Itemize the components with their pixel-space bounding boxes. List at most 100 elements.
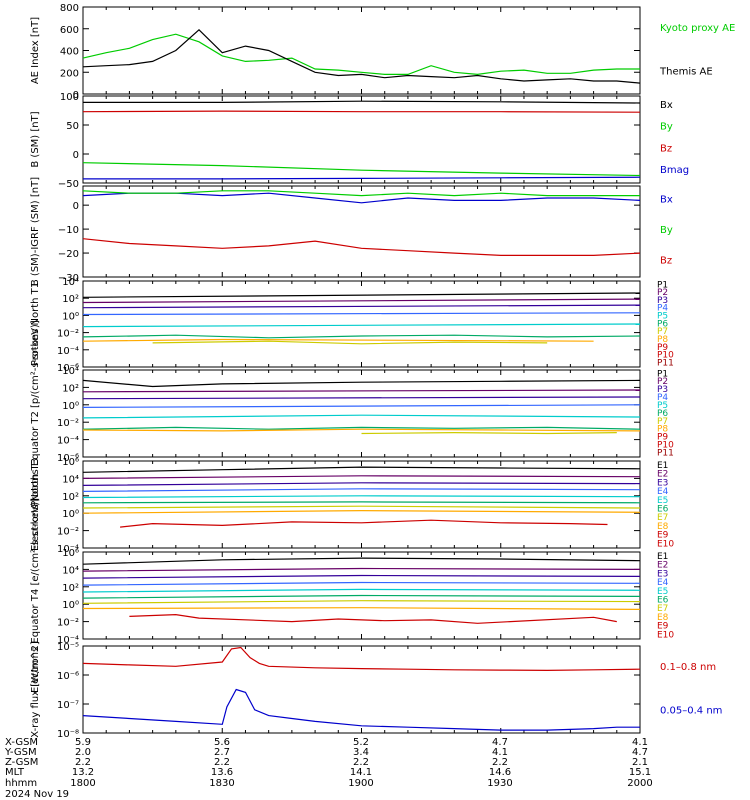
y-tick-label: 10⁰ [62,311,79,322]
series-line-p1 [82,292,641,298]
legend-entry: E10 [657,539,674,549]
y-tick-label: 10⁻⁴ [57,436,79,447]
ephemeris-value: 3.4 [353,747,369,758]
date-label: 2024 Nov 19 [5,789,69,800]
series-line-by [82,190,640,197]
legend-entry: E4 [657,578,669,588]
series-line-p6 [82,426,641,430]
legend-entry: By [660,225,673,236]
series-line-e8 [82,607,641,611]
legend-entry: P9 [657,433,668,443]
ephemeris-label: Z-GSM [5,757,38,768]
y-tick-label: 10⁰ [62,509,79,520]
legend-entry: E1 [657,461,668,471]
series-line-e1 [82,557,641,565]
ephemeris-label: MLT [5,767,25,778]
y-tick-label: 10² [62,294,79,305]
series-line-e3 [82,482,641,486]
legend-entry: By [660,122,673,133]
ephemeris-value: 13.6 [211,767,233,778]
series-line-0-1-0-8-nm [82,646,641,672]
y-tick-label: 400 [60,47,79,58]
legend-entry: 0.05–0.4 nm [660,705,722,716]
ephemeris-value: 15.1 [629,767,651,778]
ephemeris-label: hhmm [5,778,37,789]
legend-entry: E2 [657,470,668,480]
ephemeris-value: 1930 [487,778,512,789]
legend-entry: P10 [657,441,674,451]
ephemeris-value: 5.6 [214,737,230,748]
series-line-e2 [82,475,641,479]
legend-entry: E9 [657,622,669,632]
series-line-kyoto-proxy-ae [82,33,640,76]
y-tick-label: 10⁰ [62,401,79,412]
y-tick-label: 10⁻² [57,418,79,429]
series-line-p5 [82,323,641,328]
y-tick-label: 10⁻² [57,329,79,340]
ephemeris-value: 5.9 [75,737,91,748]
ephemeris-value: 4.1 [632,737,648,748]
legend-entry: P8 [657,425,668,435]
ephemeris-value: 4.7 [492,737,508,748]
legend-entry: E5 [657,496,668,506]
ephemeris-value: 4.1 [492,747,508,758]
y-tick-label: 10⁻⁴ [57,346,79,357]
series-line-p2 [82,389,641,393]
y-axis-label: Protons North T1 [30,282,41,366]
legend-entry: P4 [657,393,668,403]
ephemeris-label: X-GSM [5,737,38,748]
series-line-e1 [82,466,641,473]
legend-entry: E5 [657,587,668,597]
series-line-p7 [152,340,548,345]
legend-entry: P11 [657,448,674,458]
y-tick-label: 10² [62,583,79,594]
legend-entry: E4 [657,487,669,497]
series-line-e5 [82,588,641,593]
legend-entry: P5 [657,401,668,411]
legend-entry: E6 [657,504,669,514]
y-tick-label: 0 [73,90,79,101]
ephemeris-label: Y-GSM [4,747,37,758]
y-tick-label: −20 [58,249,79,260]
panel-8: 10⁻⁸ 10⁻⁷ 10⁻⁶ 10⁻⁵ X-ray flux [W/m^2] 0.1–0.… [30,641,722,740]
y-tick-label: 10⁻⁸ [57,729,79,740]
series-line-p4 [82,404,641,408]
series-line-p3 [82,396,641,400]
panel-frame [82,185,641,278]
y-tick-label: 10⁻⁶ [57,363,79,374]
y-axis-label: B (SM) [nT] [30,111,41,167]
panel-6: 10⁻⁴ 10⁻² 10⁰ 10² 10⁴ 10⁶ Electrons North T3 E1… [30,457,674,555]
legend-entry: P11 [657,358,674,368]
y-tick-label: 800 [60,3,79,14]
y-tick-label: 10⁴ [62,366,79,377]
ephemeris-value: 13.2 [72,767,94,778]
series-line-e4 [82,581,641,586]
legend-entry: P5 [657,312,668,322]
ephemeris-value: 2.2 [492,757,508,768]
y-tick-label: 10⁶ [62,548,79,559]
legend-entry: E3 [657,569,668,579]
y-axis-label: Electrons North T3 [30,458,41,551]
y-axis-label: B (SM)-IGRF (SM) [nT] [30,177,41,286]
series-line-p1 [82,379,641,388]
panel-3: −30 −20 −10 0 B (SM)-IGRF (SM) [nT] Bx By Bz [30,177,673,286]
series-line-e7 [82,505,641,509]
series-line-e2 [82,567,641,572]
legend-entry: P6 [657,409,668,419]
y-axis-label: AE Index [nT] [30,17,41,84]
y-tick-label: 10⁻² [57,527,79,538]
series-line-p6 [82,334,641,339]
ephemeris-value: 2.7 [214,747,230,758]
series-line-e7 [82,600,641,604]
series-line-e5 [82,495,641,499]
legend-entry: E8 [657,613,669,623]
y-tick-label: 10⁻⁵ [57,642,79,653]
y-tick-label: 0 [73,201,79,212]
series-line-e4 [82,488,641,492]
y-axis-label: Electrons Equator T4 [e/(cm²-s-sr-keV)] [30,498,41,693]
series-line-e3 [82,574,641,579]
ephemeris-value: 4.7 [632,747,648,758]
y-tick-label: 10⁴ [62,277,79,288]
legend-entry: 0.1–0.8 nm [660,662,716,673]
